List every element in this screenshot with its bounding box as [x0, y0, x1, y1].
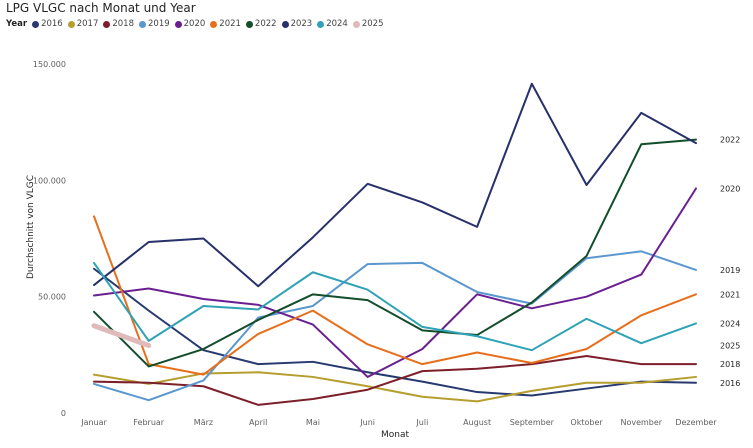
- legend-label-2017: 2017: [76, 19, 99, 29]
- x-tick-label: Februar: [133, 418, 164, 427]
- legend-label-2025: 2025: [361, 19, 384, 29]
- series-line-2022: [93, 138, 697, 368]
- series-2022: [93, 138, 697, 368]
- legend-dot-2018: [103, 20, 111, 28]
- legend-item-2018[interactable]: 2018: [103, 19, 134, 29]
- legend-dot-2019: [139, 20, 146, 28]
- legend-dot-2025: [352, 20, 360, 28]
- legend-label-2016: 2016: [41, 19, 63, 29]
- legend-item-2025[interactable]: 2025: [352, 19, 384, 29]
- legend-title: Year: [6, 19, 28, 29]
- chart-title: LPG VLGC nach Monat und Year: [6, 1, 196, 15]
- end-label-2021: 2021: [720, 290, 740, 299]
- legend-dot-2023: [281, 20, 289, 28]
- legend-label-2019: 2019: [148, 19, 170, 29]
- legend-dot-2020: [174, 20, 182, 28]
- x-tick-label: Mai: [306, 418, 320, 427]
- x-tick-label: November: [620, 418, 662, 427]
- x-tick-label: März: [194, 418, 213, 427]
- legend-dot-2022: [245, 20, 253, 28]
- series-2017: [93, 371, 697, 403]
- series-line-2018: [93, 354, 697, 406]
- legend-item-2023[interactable]: 2023: [281, 19, 313, 29]
- series-line-2024: [93, 261, 697, 352]
- legend-item-2017[interactable]: 2017: [67, 19, 99, 29]
- series-line-2021: [93, 215, 697, 376]
- legend-dot-2016: [32, 20, 40, 28]
- legend-label-2021: 2021: [219, 19, 241, 29]
- x-tick-label: Juni: [359, 418, 375, 427]
- legend-item-2016[interactable]: 2016: [32, 19, 63, 29]
- legend-item-2024[interactable]: 2024: [317, 19, 348, 29]
- x-tick-label: Juli: [415, 418, 428, 427]
- end-label-2019: 2019: [720, 266, 740, 275]
- y-tick-label: 50.000: [38, 293, 66, 302]
- series-line-2019: [93, 250, 697, 402]
- end-label-2018: 2018: [720, 360, 740, 369]
- x-tick-label: August: [463, 418, 491, 427]
- x-tick-label: Oktober: [570, 418, 603, 427]
- series-2021: [93, 215, 697, 376]
- series-2016: [93, 267, 697, 397]
- legend-label-2018: 2018: [112, 19, 134, 29]
- legend-dot-2017: [67, 20, 75, 28]
- series-line-2020: [93, 187, 697, 378]
- y-tick-label: 0: [61, 409, 66, 418]
- series-2024: [93, 261, 697, 352]
- series-line-2023: [93, 82, 697, 288]
- y-axis-title: Durchschnitt von VLGC: [26, 175, 36, 279]
- legend-item-2021[interactable]: 2021: [210, 19, 241, 29]
- legend-item-2022[interactable]: 2022: [245, 19, 277, 29]
- y-tick-label: 150.000: [33, 60, 66, 69]
- series-2020: [93, 187, 697, 378]
- legend-label-2024: 2024: [326, 19, 348, 29]
- legend-label-2023: 2023: [290, 19, 313, 29]
- series-line-2016: [93, 267, 697, 397]
- legend-dot-2024: [317, 20, 325, 28]
- legend-dot-2021: [210, 20, 218, 28]
- end-label-2024: 2024: [720, 319, 740, 328]
- x-axis-title: Monat: [381, 430, 409, 440]
- legend: Year 2016 2017 2018 2019 2020 2021 2022 …: [6, 19, 388, 29]
- end-label-2016: 2016: [720, 379, 740, 388]
- series-2018: [93, 354, 697, 406]
- end-label-2022: 2022: [720, 136, 740, 145]
- series-2023: [93, 82, 697, 288]
- x-tick-label: Dezember: [675, 418, 717, 427]
- legend-item-2019[interactable]: 2019: [139, 19, 170, 29]
- y-tick-label: 100.000: [33, 176, 66, 185]
- series-line-2017: [93, 371, 697, 403]
- end-label-2025: 2025: [720, 342, 740, 351]
- legend-label-2022: 2022: [254, 19, 277, 29]
- x-tick-label: Januar: [80, 418, 107, 427]
- x-tick-label: September: [510, 418, 555, 427]
- end-label-2020: 2020: [720, 184, 740, 193]
- series-line-2025: [91, 323, 152, 349]
- x-tick-label: April: [249, 418, 267, 427]
- series-2025: [91, 323, 152, 349]
- series-2019: [93, 250, 697, 402]
- legend-item-2020[interactable]: 2020: [174, 19, 206, 29]
- legend-label-2020: 2020: [183, 19, 206, 29]
